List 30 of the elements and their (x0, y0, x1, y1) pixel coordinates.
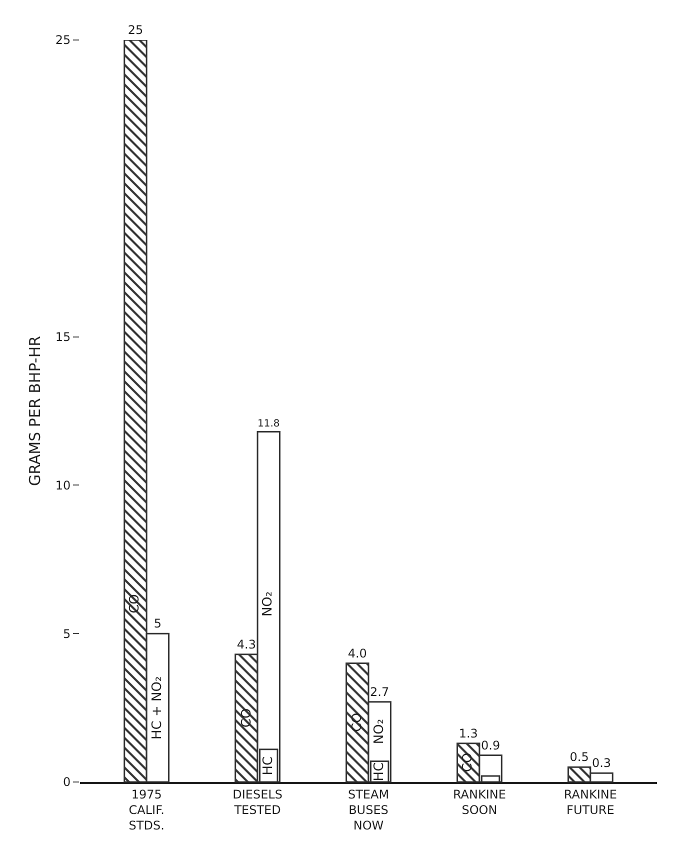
x-tick-label: RANKINE SOON (452, 787, 506, 817)
y-tick-label: 25 (55, 33, 71, 48)
data-label: 11.8 (258, 418, 280, 430)
series-label: CO (128, 594, 143, 614)
data-label: 1.3 (458, 726, 478, 740)
x-tick-label: DIESELS TESTED (232, 787, 282, 817)
y-axis-title: GRAMS PER BHP-HR (26, 336, 44, 486)
data-label: 0.5 (570, 750, 589, 764)
series-label: HC (372, 762, 387, 782)
series-label: HC + NO₂ (150, 676, 165, 740)
annotation: NO₂ (260, 591, 276, 617)
annotation: NO₂ (372, 718, 388, 744)
data-label: 4.3 (236, 637, 256, 652)
y-tick-label: 15 (55, 330, 71, 344)
data-label: 0.3 (592, 756, 612, 770)
y-tick-label: 0 (62, 775, 71, 790)
y-tick-label: 10 (55, 478, 71, 492)
data-label: 4.0 (348, 646, 367, 660)
x-tick-label: RANKINE FUTURE (564, 787, 617, 817)
data-label: 5 (154, 616, 162, 631)
text: HC (260, 756, 276, 776)
x-tick-label: STEAM BUSES NOW (348, 787, 390, 833)
y-tick-label: 5 (62, 626, 71, 641)
data-label: 2.7 (370, 684, 390, 699)
text: CO (460, 752, 476, 772)
text: CO (350, 712, 365, 732)
x-tick-label: 1975 CALIF. STDS. (128, 787, 164, 833)
data-label: 0.9 (481, 738, 500, 752)
text: CO (239, 708, 254, 728)
data-label: 25 (128, 23, 144, 37)
